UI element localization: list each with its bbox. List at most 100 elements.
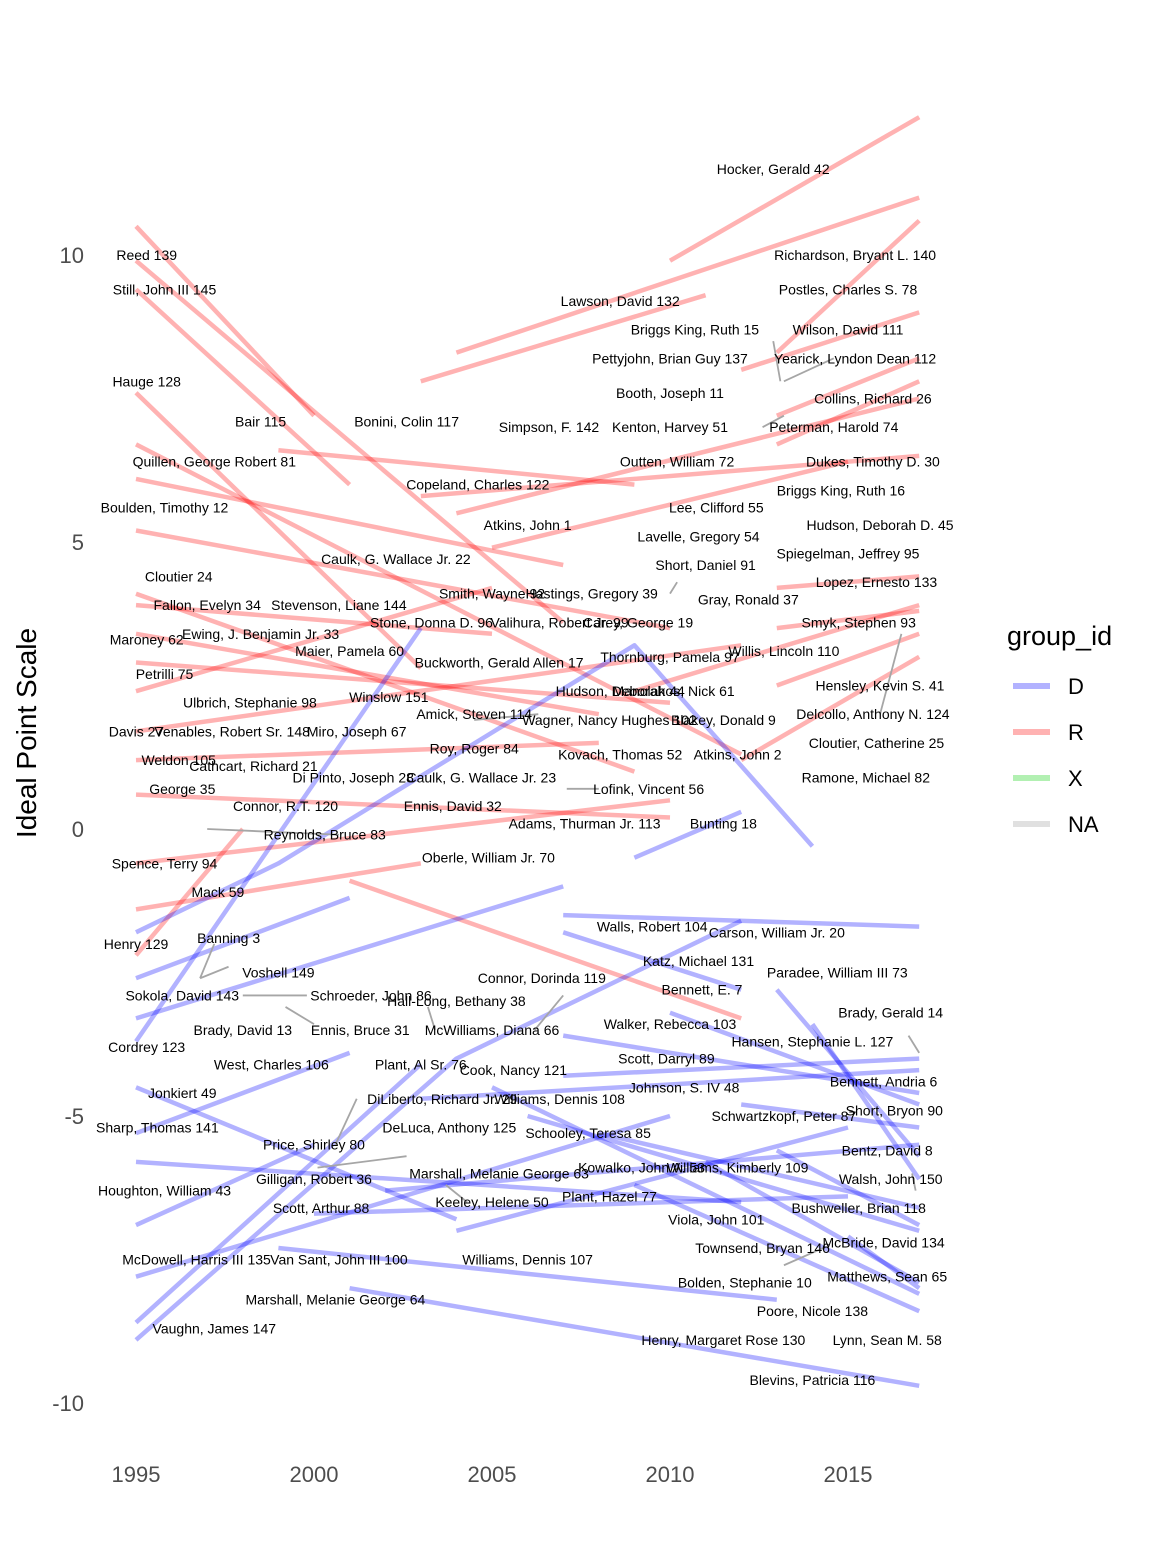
series-line-R-32 [776, 608, 920, 631]
member-label: Townsend, Bryan 146 [695, 1240, 830, 1256]
series-line-R-11 [135, 585, 493, 694]
member-label: Outten, William 72 [620, 454, 735, 470]
member-labels: Hocker, Gerald 42 Reed 139 Richardson, Bry… [96, 161, 954, 1388]
x-tick-label: 1995 [112, 1462, 161, 1487]
series-lines [134, 115, 922, 1389]
member-label: Hudson, Deborah D. 45 [806, 517, 953, 533]
member-label: Hudson, Deborah 44 [556, 683, 685, 699]
member-label: Jonkiert 49 [148, 1085, 217, 1101]
member-label: Manolakos, Nick 61 [613, 683, 735, 699]
member-label: Hall-Long, Bethany 38 [387, 993, 526, 1009]
member-label: Venables, Robert Sr. 148 [154, 723, 310, 739]
member-label: Lofink, Vincent 56 [593, 781, 704, 797]
member-label: Cordrey 123 [108, 1039, 185, 1055]
member-label: Caulk, G. Wallace Jr. 23 [406, 769, 556, 785]
series-line-R-18 [278, 447, 635, 487]
series-line-D-56 [562, 1033, 920, 1096]
member-label: Carson, William Jr. 20 [709, 924, 845, 940]
member-label: Fallon, Evelyn 34 [153, 597, 261, 613]
axes: 1995 2000 2005 2010 2015 10 5 0 -5 -10 [52, 243, 872, 1487]
member-label: Ennis, David 32 [404, 798, 502, 814]
series-line-D-36 [135, 895, 351, 981]
member-label: Hensley, Kevin S. 41 [816, 678, 945, 694]
member-label: Roy, Roger 84 [430, 741, 519, 757]
label-connector [427, 1006, 436, 1031]
series-line-D-51 [455, 1125, 849, 1233]
series-line-R-33 [740, 654, 921, 763]
x-tick-label: 2010 [646, 1462, 695, 1487]
series-line-D-58 [598, 1131, 920, 1210]
member-label: Scott, Darryl 89 [618, 1051, 715, 1067]
series-line-R-20 [420, 293, 707, 384]
series-line-D-61 [669, 1010, 920, 1107]
series-line-D-57 [563, 1056, 920, 1079]
series-line-R-19 [348, 878, 742, 1021]
label-connector [907, 1035, 920, 1054]
member-label: Brady, Gerald 14 [838, 1005, 943, 1021]
member-label: Short, Bryon 90 [846, 1102, 943, 1118]
series-line-R-13 [135, 740, 599, 763]
member-label: Bentz, David 8 [842, 1142, 933, 1158]
member-label: Schooley, Teresa 85 [525, 1125, 651, 1141]
member-label: Mack 59 [191, 884, 244, 900]
series-line-D-45 [134, 918, 743, 1342]
series-line-D-43 [135, 1113, 671, 1279]
member-label: Caulk, G. Wallace Jr. 22 [321, 551, 471, 567]
series-line-D-47 [313, 1194, 849, 1216]
series-line-R-21 [420, 453, 920, 499]
series-line-R-34 [776, 631, 920, 688]
member-label: Yearick, Lyndon Dean 112 [774, 350, 936, 366]
series-line-R-27 [775, 218, 921, 355]
member-label: Connor, R.T. 120 [233, 798, 338, 814]
member-label: Plant, Hazel 77 [562, 1188, 657, 1204]
member-label: Gilligan, Robert 36 [256, 1171, 372, 1187]
series-line-R-5 [135, 476, 564, 568]
member-label: Stone, Donna D. 96 [370, 614, 493, 630]
label-connector [534, 994, 564, 1031]
series-line-D-66 [810, 1022, 922, 1181]
member-label: Willis, Lincoln 110 [728, 643, 839, 659]
series-line-R-14 [135, 792, 671, 820]
series-line-D-46 [278, 1245, 778, 1302]
member-label: Postles, Charles S. 78 [779, 281, 918, 297]
label-connector [772, 340, 782, 382]
series-line-D-55 [562, 930, 742, 992]
member-label: Kovach, Thomas 52 [558, 746, 682, 762]
series-line-R-15 [135, 798, 671, 866]
series-line-D-60 [633, 1182, 921, 1314]
member-label: Spence, Terry 94 [112, 855, 218, 871]
label-connector [445, 1184, 468, 1203]
series-line-D-65 [775, 1148, 921, 1228]
member-label: Oberle, William Jr. 70 [422, 850, 555, 866]
member-label: Kenton, Harvey 51 [612, 419, 728, 435]
member-label: Copeland, Charles 122 [406, 477, 549, 493]
member-label: Carey, George 19 [583, 614, 693, 630]
member-label: Bair 115 [235, 414, 286, 430]
member-label: Walker, Rebecca 103 [604, 1016, 737, 1032]
series-line-D-39 [135, 1085, 458, 1222]
series-line-D-62 [704, 1159, 921, 1285]
member-label: Kowalko, John A. 53 [578, 1160, 705, 1176]
member-label: Hastings, Gregory 39 [526, 586, 658, 602]
member-label: Ennis, Bruce 31 [311, 1022, 410, 1038]
member-label: Valihura, Robert Jr. 99 [490, 614, 628, 630]
member-label: Paradee, William III 73 [767, 965, 908, 981]
member-label: Johnson, S. IV 48 [629, 1079, 740, 1095]
member-label: Peterman, Harold 74 [769, 419, 898, 435]
member-label: Henry, Margaret Rose 130 [641, 1332, 805, 1348]
member-label: Atkins, John 2 [694, 746, 782, 762]
member-label: Briggs King, Ruth 16 [777, 482, 906, 498]
x-tick-label: 2005 [468, 1462, 517, 1487]
label-connector [334, 1098, 358, 1146]
series-line-D-52 [491, 1085, 921, 1296]
member-label: West, Charles 106 [214, 1056, 329, 1072]
member-label: Buckworth, Gerald Allen 17 [415, 655, 584, 671]
series-line-R-22 [455, 195, 920, 355]
member-label: Williams, Kimberly 109 [667, 1160, 809, 1176]
series-line-R-6 [135, 528, 671, 631]
member-label: Viola, John 101 [668, 1211, 764, 1227]
member-label: Williams, Dennis 107 [462, 1252, 593, 1268]
member-label: Blakey, Donald 9 [671, 712, 776, 728]
